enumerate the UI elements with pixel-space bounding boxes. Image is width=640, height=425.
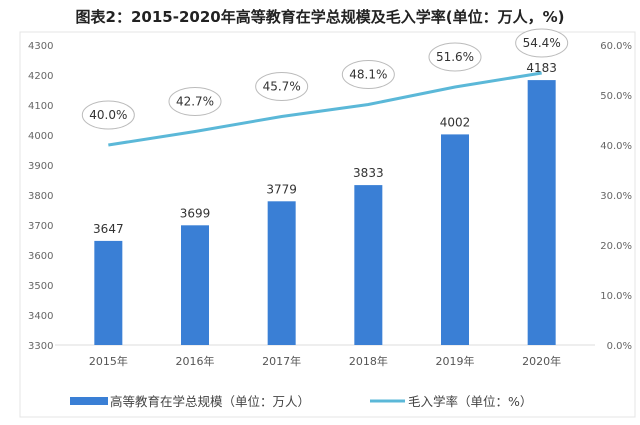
- x-axis-tick: 2016年: [176, 354, 215, 368]
- legend-bar-swatch: [70, 397, 108, 405]
- legend-bar-label: 高等教育在学总规模（单位：万人）: [110, 394, 310, 409]
- x-axis-tick: 2020年: [522, 354, 561, 368]
- x-axis-tick: 2018年: [349, 354, 388, 368]
- legend-line-label: 毛入学率（单位：%）: [408, 394, 532, 409]
- plot-frame: [19, 31, 636, 418]
- left-axis-tick: 4300: [28, 41, 53, 52]
- bar: [181, 225, 209, 345]
- left-axis-tick: 3400: [28, 311, 53, 322]
- line-label-bubble: [515, 28, 569, 58]
- line-data-label: 45.7%: [263, 80, 301, 94]
- right-axis-tick: 30.0%: [600, 191, 632, 202]
- right-axis-tick: 60.0%: [600, 41, 632, 52]
- line-data-label: 51.6%: [436, 50, 474, 64]
- left-axis-tick: 3600: [28, 251, 53, 262]
- chart-title: 图表2：2015-2020年高等教育在学总规模及毛入学率(单位：万人，%): [75, 8, 565, 26]
- bar-data-label: 4002: [440, 115, 471, 129]
- right-axis-tick: 20.0%: [600, 241, 632, 252]
- bar: [354, 185, 383, 345]
- line-data-label: 42.7%: [176, 95, 214, 109]
- bar-data-label: 3647: [93, 222, 124, 236]
- line-data-label: 40.0%: [89, 108, 127, 122]
- left-axis-tick: 4000: [28, 131, 53, 142]
- bar-data-label: 3699: [180, 206, 211, 220]
- left-axis-tick: 3700: [28, 221, 53, 232]
- line-label-bubble: [81, 100, 135, 130]
- line-data-label: 54.4%: [523, 36, 561, 50]
- left-axis-tick: 3300: [28, 341, 53, 352]
- right-axis-tick: 10.0%: [600, 291, 632, 302]
- line-label-bubble: [428, 42, 482, 72]
- left-axis-tick: 4100: [28, 101, 53, 112]
- right-axis-tick: 50.0%: [600, 91, 632, 102]
- line-label-bubble: [168, 87, 222, 116]
- bar: [527, 80, 556, 345]
- x-axis-tick: 2019年: [436, 354, 475, 368]
- x-axis-tick: 2015年: [89, 354, 128, 368]
- right-axis-tick: 40.0%: [600, 141, 632, 152]
- line-series: [108, 71, 542, 147]
- left-axis-tick: 3900: [28, 161, 53, 172]
- bar-data-label: 3833: [353, 166, 384, 180]
- left-axis-tick: 4200: [28, 71, 53, 82]
- x-axis-tick: 2017年: [262, 354, 301, 368]
- bar-data-label: 3779: [266, 182, 297, 196]
- bar: [267, 201, 296, 345]
- bar-data-label: 4183: [526, 61, 557, 75]
- bar: [94, 240, 123, 345]
- line-label-bubble: [255, 72, 309, 101]
- line-label-bubble: [341, 60, 395, 89]
- left-axis-tick: 3500: [28, 281, 53, 292]
- bar: [441, 134, 469, 345]
- left-axis-tick: 3800: [28, 191, 53, 202]
- right-axis-tick: 0.0%: [607, 341, 632, 352]
- line-data-label: 48.1%: [349, 68, 387, 82]
